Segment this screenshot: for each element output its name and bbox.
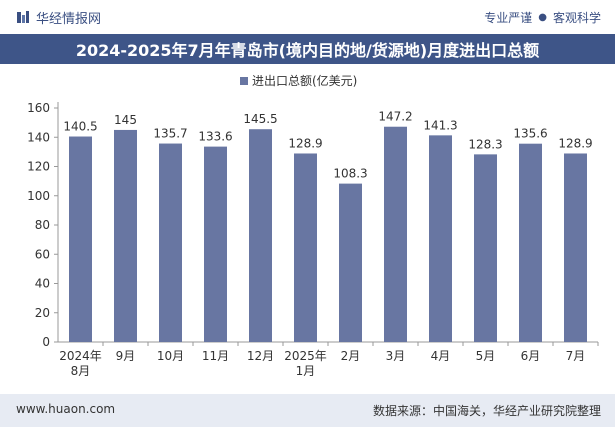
bar <box>249 129 272 342</box>
legend: 进出口总额(亿美元) <box>240 73 357 88</box>
bar <box>519 143 542 342</box>
bar <box>204 146 227 342</box>
bar-value-label: 135.7 <box>153 127 187 141</box>
bar <box>294 153 317 342</box>
bar-value-label: 141.3 <box>423 118 457 132</box>
chart-title: 2024-2025年7月年青岛市(境内目的地/货源地)月度进出口总额 <box>75 41 540 60</box>
footer: www.huaon.com 数据来源：中国海关，华经产业研究院整理 <box>0 394 615 427</box>
bar <box>114 129 137 342</box>
x-tick-label: 2025年 1月 <box>284 349 327 378</box>
y-tick-label: 20 <box>35 306 50 320</box>
bar <box>564 153 587 342</box>
bar <box>69 136 92 342</box>
value-labels: 140.5 145 135.7 133.6 145.5 128.9 108.3 147.2 14… <box>63 110 592 181</box>
x-tick-label: 5月 <box>476 349 496 363</box>
legend-swatch <box>240 77 248 85</box>
bar <box>474 154 497 342</box>
y-tick-label: 140 <box>27 130 50 144</box>
bar-value-label: 108.3 <box>333 167 367 181</box>
y-tick-label: 100 <box>27 189 50 203</box>
bar-value-label: 140.5 <box>63 120 97 134</box>
y-tick-label: 0 <box>42 335 50 349</box>
bar-value-label: 135.6 <box>513 127 547 141</box>
bar-value-label: 128.3 <box>468 137 502 151</box>
x-tick-label: 2024年 8月 <box>59 349 102 378</box>
bars <box>69 126 587 342</box>
tag-right: 客观科学 <box>552 11 601 25</box>
x-tick-label: 9月 <box>116 349 136 363</box>
bar-value-label: 147.2 <box>378 110 412 124</box>
x-tick-label: 7月 <box>566 349 586 363</box>
bar <box>159 143 182 342</box>
bar-value-label: 128.9 <box>288 136 322 150</box>
x-tick-label: 2月 <box>341 349 361 363</box>
x-tick-label: 3月 <box>386 349 406 363</box>
y-tick-label: 120 <box>27 160 50 174</box>
bullet-icon: ● <box>538 12 547 23</box>
bar-value-label: 128.9 <box>558 136 592 150</box>
legend-label: 进出口总额(亿美元) <box>252 73 357 88</box>
bar <box>339 183 362 342</box>
x-tick-label: 12月 <box>247 349 274 363</box>
header-tags: 专业严谨 ● 客观科学 <box>484 9 601 26</box>
y-tick-label: 40 <box>35 277 50 291</box>
chart-title-bar: 2024-2025年7月年青岛市(境内目的地/货源地)月度进出口总额 <box>0 34 615 64</box>
bar-value-label: 145 <box>114 113 137 127</box>
logo-text: 华经情报网 <box>36 11 102 27</box>
x-tick-label: 11月 <box>202 349 229 363</box>
logo: 华经情报网 <box>16 9 102 27</box>
footer-source: 数据来源：中国海关，华经产业研究院整理 <box>372 404 601 418</box>
x-tick-labels: 2024年 8月 9月 10月 11月 12月 2025年 1月 2月 3月 4月 5月 6月 7月 <box>59 349 585 378</box>
x-tick-label: 6月 <box>521 349 541 363</box>
logo-icon <box>17 11 29 23</box>
x-tick-label: 10月 <box>157 349 184 363</box>
axes <box>54 102 599 346</box>
y-tick-label: 80 <box>35 218 50 232</box>
y-tick-labels: 0 20 40 60 80 100 120 140 160 <box>27 101 50 349</box>
bar <box>384 126 407 342</box>
footer-website: www.huaon.com <box>16 402 116 416</box>
bar-value-label: 133.6 <box>198 130 232 144</box>
bar-value-label: 145.5 <box>243 112 277 126</box>
y-tick-label: 60 <box>35 247 50 261</box>
top-bar: 华经情报网 专业严谨 ● 客观科学 <box>0 0 615 34</box>
bar <box>429 135 452 342</box>
x-tick-label: 4月 <box>431 349 451 363</box>
tag-left: 专业严谨 <box>484 11 533 25</box>
y-tick-label: 160 <box>27 101 50 115</box>
